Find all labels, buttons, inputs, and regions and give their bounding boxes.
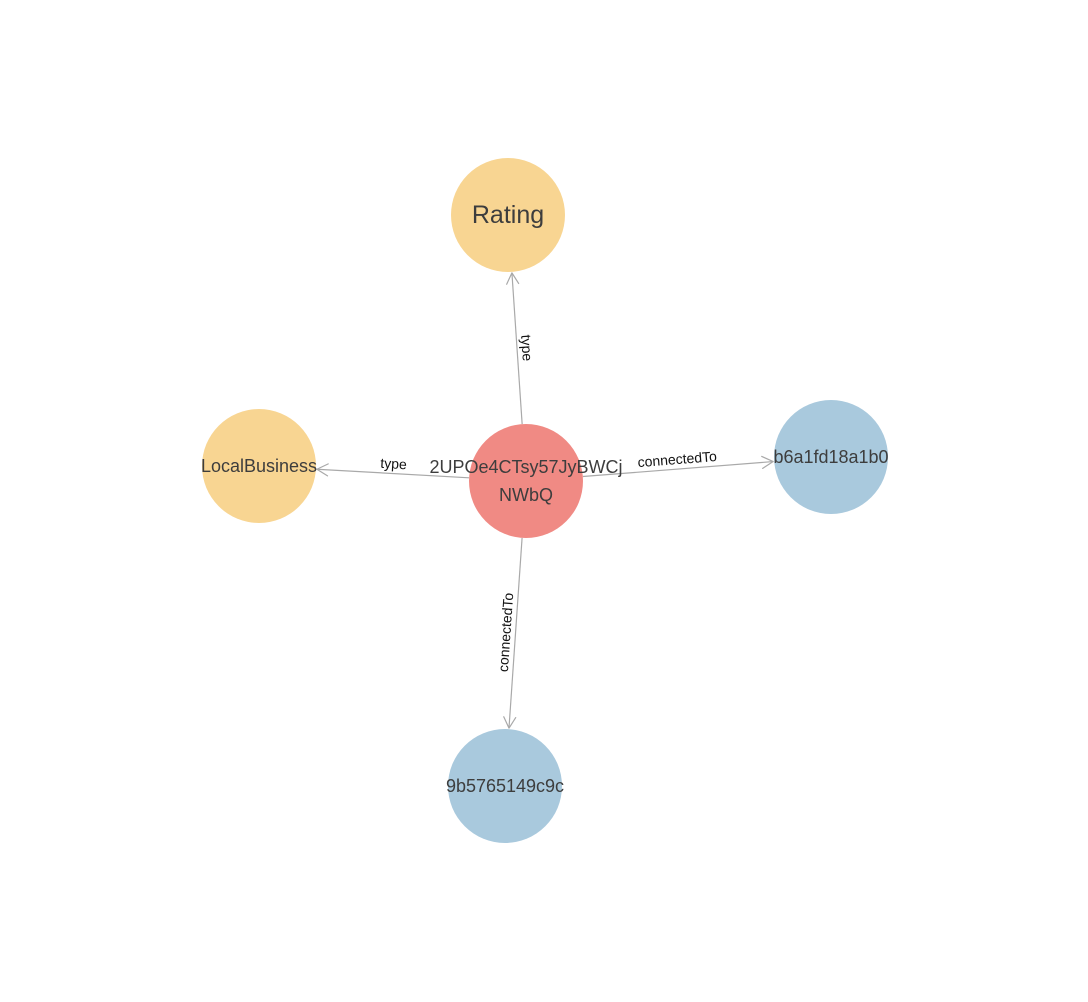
node-label: LocalBusiness	[201, 456, 317, 476]
edge-label: connectedTo	[495, 592, 516, 673]
edge-center-b6a1: connectedTo	[582, 448, 774, 478]
node-circle[interactable]	[469, 424, 583, 538]
arrowhead	[316, 463, 329, 477]
edges-layer: type type connectedTo connectedTo	[316, 272, 774, 729]
edge-label: type	[380, 455, 408, 472]
node-label: 9b5765149c9c	[446, 776, 564, 796]
node-label: Rating	[472, 201, 544, 229]
edge-line	[582, 460, 774, 478]
edge-center-rating: type	[506, 272, 536, 425]
node-label: NWbQ	[499, 485, 553, 505]
arrowhead	[506, 272, 520, 285]
edge-label: type	[518, 334, 536, 362]
node-9b57[interactable]: 9b5765149c9c	[446, 729, 564, 843]
node-center[interactable]: 2UPOe4CTsy57JyBWCj NWbQ	[429, 424, 623, 538]
edge-label: connectedTo	[637, 448, 718, 470]
arrowhead	[503, 716, 517, 729]
node-b6a1[interactable]: b6a1fd18a1b0	[773, 400, 889, 514]
node-localbusiness[interactable]: LocalBusiness	[201, 409, 317, 523]
node-circle[interactable]	[448, 729, 562, 843]
node-label: 2UPOe4CTsy57JyBWCj	[429, 457, 622, 477]
node-label: b6a1fd18a1b0	[773, 447, 888, 467]
edge-line	[508, 537, 523, 729]
edge-center-9b57: connectedTo	[495, 537, 523, 729]
node-circle[interactable]	[451, 158, 565, 272]
arrowhead	[761, 455, 774, 469]
node-circle[interactable]	[202, 409, 316, 523]
node-circle[interactable]	[774, 400, 888, 514]
edge-center-localbusiness: type	[316, 455, 470, 479]
edge-line	[511, 272, 523, 425]
node-rating[interactable]: Rating	[451, 158, 565, 272]
nodes-layer: 2UPOe4CTsy57JyBWCj NWbQ Rating LocalBusines…	[201, 158, 889, 843]
edge-line	[316, 468, 470, 479]
